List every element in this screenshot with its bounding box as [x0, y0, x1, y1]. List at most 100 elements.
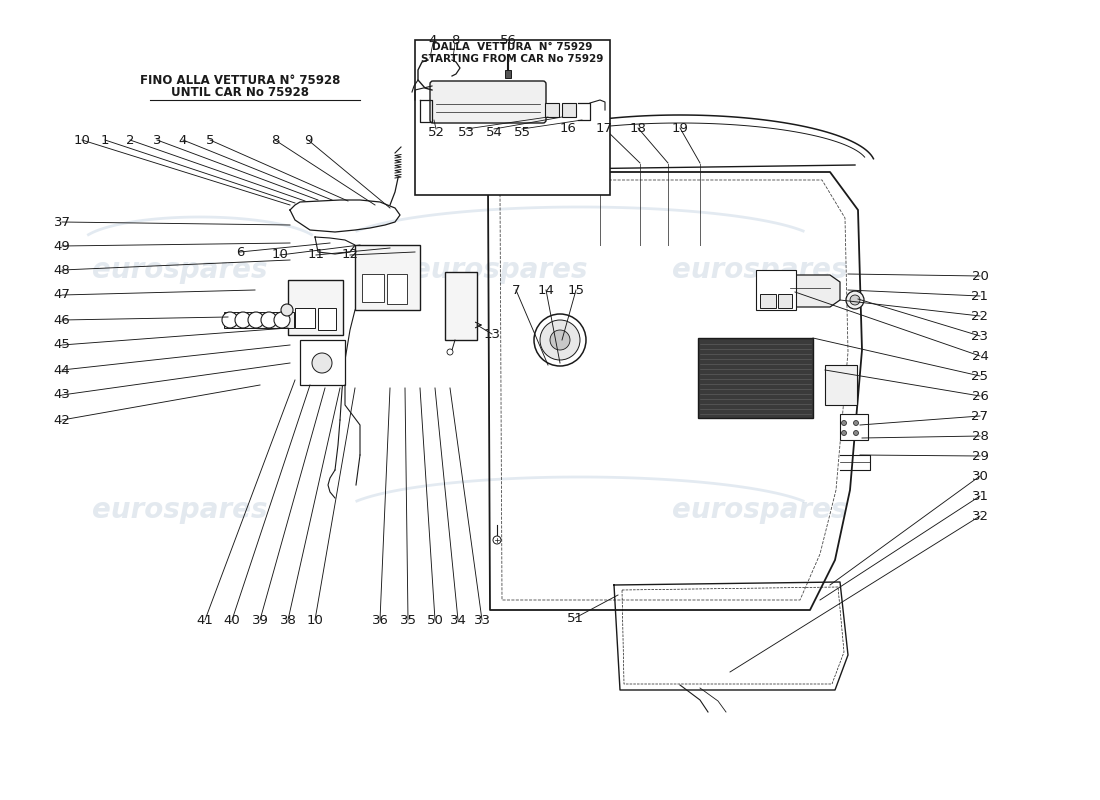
Circle shape [854, 430, 858, 435]
Text: 30: 30 [971, 470, 989, 482]
Text: 2: 2 [125, 134, 134, 146]
FancyBboxPatch shape [430, 81, 546, 123]
Bar [698, 338, 813, 418]
Text: 28: 28 [971, 430, 989, 442]
Text: FINO ALLA VETTURA N° 75928: FINO ALLA VETTURA N° 75928 [140, 74, 340, 86]
Polygon shape [780, 275, 840, 307]
Text: 1: 1 [101, 134, 109, 146]
Text: eurospares: eurospares [92, 256, 267, 284]
Circle shape [842, 430, 847, 435]
Bar [825, 365, 857, 405]
Text: 10: 10 [307, 614, 323, 626]
Text: 36: 36 [372, 614, 388, 626]
Text: 5: 5 [206, 134, 214, 146]
Text: 49: 49 [54, 239, 70, 253]
Text: eurospares: eurospares [412, 256, 587, 284]
Bar [295, 308, 315, 328]
Bar [760, 294, 775, 308]
Text: 38: 38 [279, 614, 296, 626]
Text: 6: 6 [235, 246, 244, 258]
Circle shape [222, 312, 238, 328]
Text: 46: 46 [54, 314, 70, 326]
Text: 7: 7 [512, 283, 520, 297]
Circle shape [312, 353, 332, 373]
Text: 15: 15 [568, 283, 584, 297]
Bar [288, 280, 343, 335]
Text: 11: 11 [308, 249, 324, 262]
Text: 48: 48 [54, 263, 70, 277]
Text: 51: 51 [566, 611, 583, 625]
Bar [415, 40, 610, 195]
Circle shape [534, 314, 586, 366]
Text: 39: 39 [252, 614, 268, 626]
Text: 42: 42 [54, 414, 70, 426]
Text: 50: 50 [427, 614, 443, 626]
Bar [840, 414, 868, 440]
Bar [318, 308, 336, 330]
Circle shape [248, 312, 264, 328]
Text: 53: 53 [458, 126, 474, 138]
Text: 33: 33 [473, 614, 491, 626]
Text: 32: 32 [971, 510, 989, 522]
Text: eurospares: eurospares [92, 496, 267, 524]
Text: eurospares: eurospares [672, 256, 848, 284]
Text: 14: 14 [538, 283, 554, 297]
Text: 10: 10 [74, 134, 90, 146]
Bar [355, 245, 420, 310]
Text: 12: 12 [341, 249, 359, 262]
Text: 8: 8 [451, 34, 459, 46]
Text: 23: 23 [971, 330, 989, 342]
Bar [387, 274, 407, 304]
Bar [562, 103, 576, 117]
Circle shape [274, 312, 290, 328]
Text: 35: 35 [399, 614, 417, 626]
Text: 44: 44 [54, 363, 70, 377]
Text: 24: 24 [971, 350, 989, 362]
Text: 22: 22 [971, 310, 989, 322]
Text: DALLA  VETTURA  N° 75929: DALLA VETTURA N° 75929 [432, 42, 592, 52]
Text: 4: 4 [429, 34, 437, 46]
Text: 19: 19 [672, 122, 689, 134]
Bar [446, 272, 477, 340]
Circle shape [280, 304, 293, 316]
Text: 45: 45 [54, 338, 70, 351]
Bar [778, 294, 792, 308]
Circle shape [846, 291, 864, 309]
Circle shape [854, 421, 858, 426]
Text: 16: 16 [560, 122, 576, 134]
Text: 34: 34 [450, 614, 466, 626]
Text: 55: 55 [514, 126, 530, 138]
Text: 21: 21 [971, 290, 989, 302]
Text: 18: 18 [629, 122, 647, 134]
Text: 17: 17 [595, 122, 613, 134]
Text: 29: 29 [971, 450, 989, 462]
Circle shape [540, 320, 580, 360]
Text: 9: 9 [304, 134, 312, 146]
Circle shape [550, 330, 570, 350]
Bar [756, 270, 796, 310]
Text: 56: 56 [499, 34, 516, 46]
Bar [300, 340, 345, 385]
Bar [224, 312, 294, 328]
Text: 40: 40 [223, 614, 241, 626]
Text: eurospares: eurospares [672, 496, 848, 524]
Text: 27: 27 [971, 410, 989, 422]
Text: 13: 13 [484, 327, 500, 341]
Text: 26: 26 [971, 390, 989, 402]
Bar [505, 70, 512, 78]
Text: 43: 43 [54, 389, 70, 402]
Circle shape [493, 536, 500, 544]
Bar [544, 103, 559, 117]
Text: 47: 47 [54, 289, 70, 302]
Text: 3: 3 [153, 134, 162, 146]
Circle shape [850, 295, 860, 305]
Text: 10: 10 [272, 249, 288, 262]
Text: 37: 37 [54, 215, 70, 229]
Text: STARTING FROM CAR No 75929: STARTING FROM CAR No 75929 [421, 54, 603, 64]
Bar [362, 274, 384, 302]
Text: 25: 25 [971, 370, 989, 382]
Text: UNTIL CAR No 75928: UNTIL CAR No 75928 [170, 86, 309, 99]
Circle shape [235, 312, 251, 328]
Circle shape [261, 312, 277, 328]
Text: 52: 52 [428, 126, 444, 138]
